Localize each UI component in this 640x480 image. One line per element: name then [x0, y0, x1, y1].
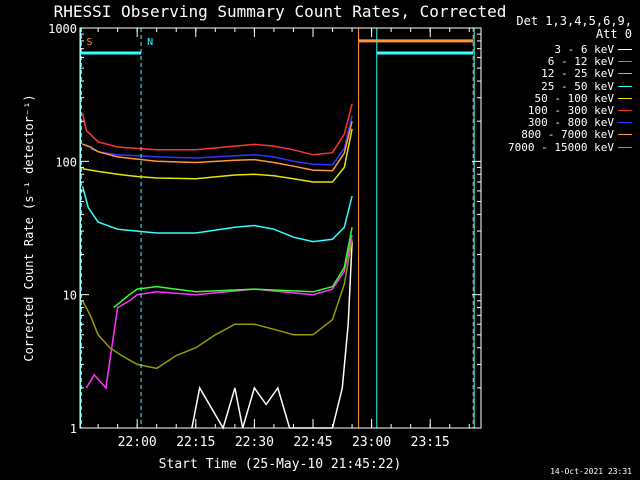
legend-title-line-1: Det 1,3,4,5,6,9, [516, 14, 632, 28]
y-tick-label: 100 [55, 155, 77, 169]
y-tick-label: 1 [70, 422, 77, 436]
legend-item: 25 - 50 keV [486, 79, 634, 93]
chart-title: RHESSI Observing Summary Count Rates, Co… [54, 2, 507, 21]
legend-swatch [618, 122, 632, 124]
legend-item: 300 - 800 keV [486, 116, 634, 130]
legend-swatch [618, 110, 632, 111]
series-line-8 [81, 239, 353, 370]
x-tick-label: 22:45 [293, 435, 332, 450]
series-line-2 [113, 227, 353, 309]
footer-timestamp: 14-Oct-2021 23:31 [550, 467, 632, 476]
legend-swatch [618, 49, 632, 50]
y-axis-label: Corrected Count Rate (s⁻¹ detector⁻¹) [22, 94, 36, 361]
legend-swatch [618, 85, 632, 87]
legend-label: 6 - 12 keV [547, 55, 614, 69]
x-tick-label: 23:00 [352, 435, 391, 450]
annotation-s: S [87, 37, 93, 48]
legend-item: 800 - 7000 keV [486, 128, 634, 142]
legend-swatch [618, 134, 632, 136]
annotation-n: N [147, 37, 153, 48]
series-line-3 [81, 186, 353, 243]
legend-label: 50 - 100 keV [534, 91, 614, 105]
axis-layer: 1 10 100 1000 22:00 22:15 22:30 22:45 23:00 23:15 [48, 22, 481, 450]
legend-title-line-2: Att 0 [595, 27, 632, 41]
data-layer [81, 103, 353, 430]
legend-swatch [618, 73, 632, 75]
legend-label: 25 - 50 keV [541, 79, 614, 93]
series-line-1 [85, 234, 353, 390]
x-tick-label: 22:15 [176, 435, 215, 450]
x-tick-label: 22:30 [235, 435, 274, 450]
series-line-0 [191, 241, 353, 430]
legend-label: 800 - 7000 keV [521, 128, 614, 142]
x-tick-label: 22:00 [118, 435, 157, 450]
series-line-4 [82, 128, 353, 183]
series-line-5 [81, 103, 353, 156]
x-tick-label: 23:15 [411, 435, 450, 450]
series-line-6 [90, 115, 353, 166]
x-axis-label: Start Time (25-May-10 21:45:22) [159, 457, 402, 472]
y-tick-label: 10 [63, 289, 77, 303]
legend-swatch [618, 61, 632, 63]
legend-item: 6 - 12 keV [486, 55, 634, 69]
series-line-7 [82, 121, 353, 172]
legend-swatch [618, 97, 632, 99]
legend-item: 3 - 6 keV [486, 43, 634, 56]
legend-item: 50 - 100 keV [486, 91, 634, 105]
legend-label: 300 - 800 keV [527, 116, 614, 130]
legend-swatch [618, 146, 632, 148]
legend-label: 100 - 300 keV [527, 104, 614, 117]
legend-item: 100 - 300 keV [486, 104, 634, 117]
legend-label: 3 - 6 keV [554, 43, 614, 56]
y-tick-label: 1000 [48, 22, 77, 36]
legend-item: 7000 - 15000 keV [486, 140, 634, 154]
plot-frame [79, 27, 482, 429]
legend-item: 12 - 25 keV [486, 67, 634, 81]
legend-label: 7000 - 15000 keV [508, 140, 614, 154]
legend-label: 12 - 25 keV [541, 67, 614, 81]
